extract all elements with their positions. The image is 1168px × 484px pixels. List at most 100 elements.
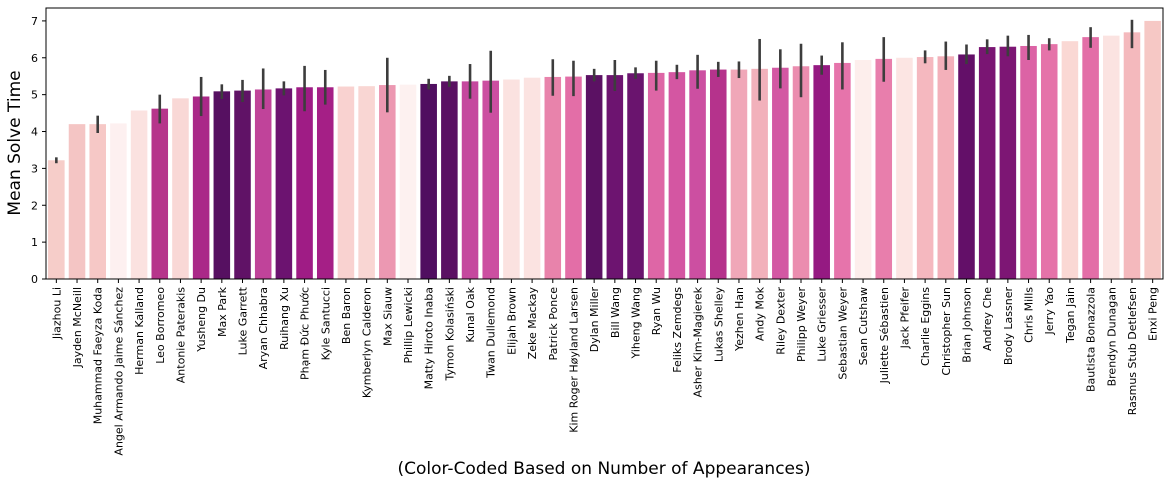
bar <box>1061 41 1079 280</box>
bar <box>875 58 893 279</box>
bar <box>234 90 251 279</box>
x-tick-label: Luke Griesser <box>816 287 829 362</box>
y-axis: 0 1 2 3 4 5 6 7 <box>31 15 46 286</box>
x-tick-label: Phillip Lewicki <box>402 287 415 364</box>
bar <box>689 70 706 279</box>
bar <box>834 62 851 279</box>
bar <box>68 124 86 279</box>
x-tick-label: Rasmus Stub Detlefsen <box>1126 287 1139 415</box>
x-tick-label: Kyle Santucci <box>319 287 332 360</box>
x-tick-label: Bautista Bonazzola <box>1085 287 1098 392</box>
x-tick-label: Jiazhou Li <box>50 287 63 340</box>
bar <box>130 110 148 279</box>
x-tick-label: Jerry Yao <box>1043 287 1056 336</box>
bar <box>544 76 562 279</box>
bar <box>627 73 644 279</box>
bar <box>275 88 293 279</box>
x-tick-label: Lukas Shelley <box>712 287 725 363</box>
bar <box>172 98 189 279</box>
bar <box>1123 32 1141 279</box>
x-tick-label: Juliette Sébastien <box>878 287 891 384</box>
bar <box>585 75 603 279</box>
x-tick-label: Yezhen Han <box>733 287 746 352</box>
x-tick-label: Philipp Weyer <box>795 287 808 363</box>
bar <box>792 66 810 279</box>
bar <box>441 81 458 280</box>
bar <box>1082 37 1099 279</box>
x-tick-label: Twan Dullemond <box>485 287 498 379</box>
x-tick-label: Kim Roger Høyland Larsen <box>567 287 580 433</box>
bar <box>358 86 375 279</box>
x-tick-label: Patrick Ponce <box>547 287 560 361</box>
y-tick-label: 0 <box>31 273 38 286</box>
x-tick-label: Brian Johnson <box>960 287 973 363</box>
bar <box>110 123 127 279</box>
x-tick-label: Herman Kalland <box>133 287 146 375</box>
error-bars-group <box>55 19 1134 164</box>
y-tick-label: 6 <box>31 52 38 65</box>
bar <box>337 86 355 279</box>
x-tick-label: Christopher Sun <box>940 287 953 376</box>
x-tick-label: Riley Dexter <box>774 287 787 355</box>
x-tick-label: Jayden McNeill <box>71 287 84 368</box>
x-tick-label: Sean Cutshaw <box>857 287 870 365</box>
bar <box>461 81 479 280</box>
bar <box>709 69 727 279</box>
x-tick-label: Ben Baron <box>340 287 353 344</box>
bar <box>772 67 789 279</box>
x-tick-label: Matty Hiroto Inaba <box>423 287 436 389</box>
x-tick-label: Dylan Miller <box>588 287 601 353</box>
x-tick-label: Tymon Kolasiński <box>443 287 456 382</box>
bar <box>565 76 582 279</box>
x-tick-label: Tegan Jain <box>1064 287 1077 344</box>
x-tick-label: Kymberlyn Calderon <box>361 287 374 398</box>
x-tick-label: Muhammad Faeyza Koda <box>92 287 105 424</box>
x-tick-label: Antonie Paterakis <box>174 287 187 383</box>
x-tick-label: Sebastian Weyer <box>836 287 849 380</box>
x-tick-label: Andrey Che <box>981 287 994 351</box>
x-tick-label: Asher Kim-Magierek <box>692 286 705 397</box>
plot-frame <box>45 7 1164 280</box>
bar <box>523 77 541 279</box>
x-tick-label: Aryan Chhabra <box>257 287 270 369</box>
x-tick-label: Bill Wang <box>609 287 622 338</box>
bar <box>730 69 748 279</box>
x-tick-label: Andy Mok <box>754 286 767 341</box>
x-tick-label: Yiheng Wang <box>630 287 643 359</box>
bar <box>89 124 106 279</box>
bar <box>213 91 231 279</box>
x-tick-label: Feliks Zemdegs <box>671 287 684 373</box>
y-axis-title: Mean Solve Time <box>5 70 25 215</box>
x-tick-label: Kunal Oak <box>464 286 477 342</box>
bar <box>978 47 996 279</box>
bar <box>399 84 417 279</box>
x-tick-label: Zeke Mackay <box>526 287 539 360</box>
bar <box>606 75 624 279</box>
bar <box>958 54 975 280</box>
bar <box>1144 20 1161 280</box>
x-tick-label: Yusheng Du <box>195 287 208 353</box>
x-tick-label: Luke Garrett <box>237 286 250 355</box>
bar <box>1040 44 1058 279</box>
x-tick-label: Phạm Đức Phước <box>299 287 312 380</box>
bar <box>316 87 334 280</box>
bar <box>937 56 955 279</box>
bar <box>254 89 272 279</box>
bar <box>1103 35 1120 280</box>
x-tick-label: Ryan Wu <box>650 287 663 335</box>
x-tick-label: Max Park <box>216 286 229 337</box>
x-axis: Jiazhou Li Jayden McNeill Muhammad Faeyza … <box>50 279 1160 456</box>
bar <box>151 108 169 279</box>
x-tick-label: Angel Armando Jaime Sánchez <box>112 287 125 456</box>
bar <box>503 79 520 279</box>
x-tick-label: Jack Pfeifer <box>898 287 911 350</box>
bar <box>482 80 500 279</box>
y-tick-label: 4 <box>31 126 38 139</box>
bars-group <box>48 20 1161 280</box>
x-tick-label: Enxi Peng <box>1147 287 1160 341</box>
x-tick-label: Max Siauw <box>381 287 394 346</box>
x-axis-title: (Color-Coded Based on Number of Appearan… <box>398 459 811 479</box>
bar <box>999 46 1017 280</box>
x-tick-label: Ruihang Xu <box>278 287 291 350</box>
